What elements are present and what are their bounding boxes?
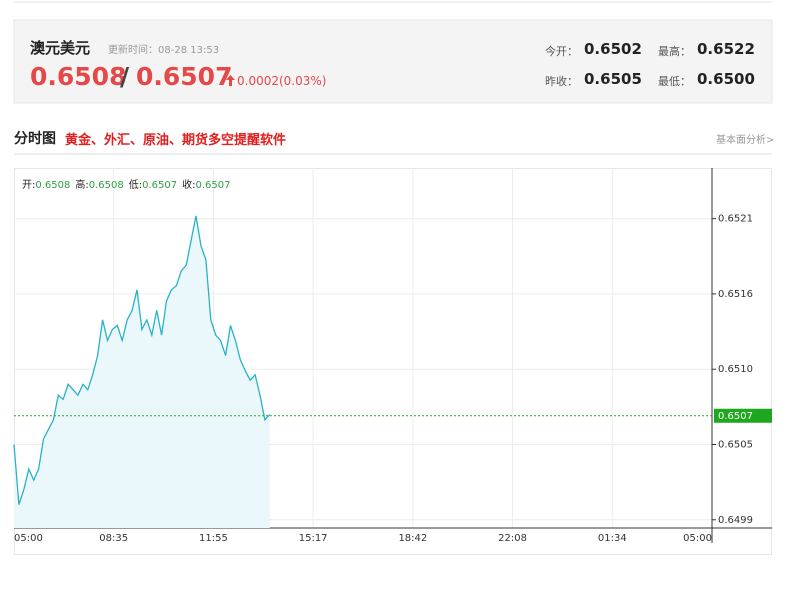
plot: 05:00 08:35 11:55 15:17 18:42 22:08 01:34 05:00…	[13, 168, 772, 544]
stat-label: 昨收：	[545, 75, 578, 88]
x-tick-label: 11:55	[199, 533, 228, 544]
info-value: 0.6508	[88, 180, 124, 191]
stat-label: 最低：	[658, 75, 691, 88]
last-price-box	[714, 408, 772, 423]
info-row: 开:0.6508 高:0.6508 低:0.6507 收:0.6507	[22, 176, 236, 191]
y-tick-label: 0.6505	[718, 440, 753, 451]
chart-frame	[14, 168, 772, 555]
y-tick-label: 0.6510	[718, 364, 753, 375]
stat-value: 0.6500	[697, 70, 755, 88]
info-value: 0.6507	[195, 180, 231, 191]
info-value: 0.6507	[142, 180, 178, 191]
x-tick-label: 05:00	[683, 533, 712, 544]
info-label: 收:	[182, 180, 196, 191]
stat-value: 0.6502	[584, 40, 642, 58]
update-time: 更新时间：08-28 13:53	[108, 45, 220, 56]
ask: 0.6507	[136, 62, 233, 91]
x-tick-label: 18:42	[398, 533, 427, 544]
y-tick-label: 0.6499	[718, 515, 753, 526]
info-value: 0.6508	[35, 180, 71, 191]
analysis-link[interactable]: 基本面分析>	[716, 135, 775, 146]
promo-link[interactable]: 黄金、外汇、原油、期货多空提醒软件	[65, 133, 287, 148]
x-tick-label: 22:08	[498, 533, 527, 544]
x-tick-label: 08:35	[99, 533, 128, 544]
x-tick-label: 01:34	[598, 533, 627, 544]
x-tick-label: 15:17	[299, 533, 328, 544]
info-label: 开:	[22, 180, 36, 191]
header-box	[13, 19, 773, 104]
info-label: 低:	[128, 180, 143, 191]
area	[14, 215, 270, 528]
stat-label: 最高：	[658, 45, 691, 58]
y-tick-label: 0.6516	[718, 289, 753, 300]
stat-value: 0.6505	[584, 70, 642, 88]
y-tick-label: 0.6521	[718, 214, 753, 225]
line	[13, 215, 271, 505]
change: 0.0002(0.03%)	[237, 74, 327, 88]
bid: 0.6508	[30, 62, 127, 91]
last-price-label: 0.6507	[718, 411, 753, 422]
section-title: 分时图	[14, 131, 56, 147]
x-tick-label: 05:00	[14, 533, 43, 544]
pair-name: 澳元美元	[30, 39, 91, 57]
up-arrow	[226, 75, 235, 86]
separator: /	[120, 62, 130, 91]
info-label: 高:	[75, 180, 89, 191]
stat-value: 0.6522	[697, 40, 755, 58]
stat-label: 今开：	[545, 45, 578, 58]
